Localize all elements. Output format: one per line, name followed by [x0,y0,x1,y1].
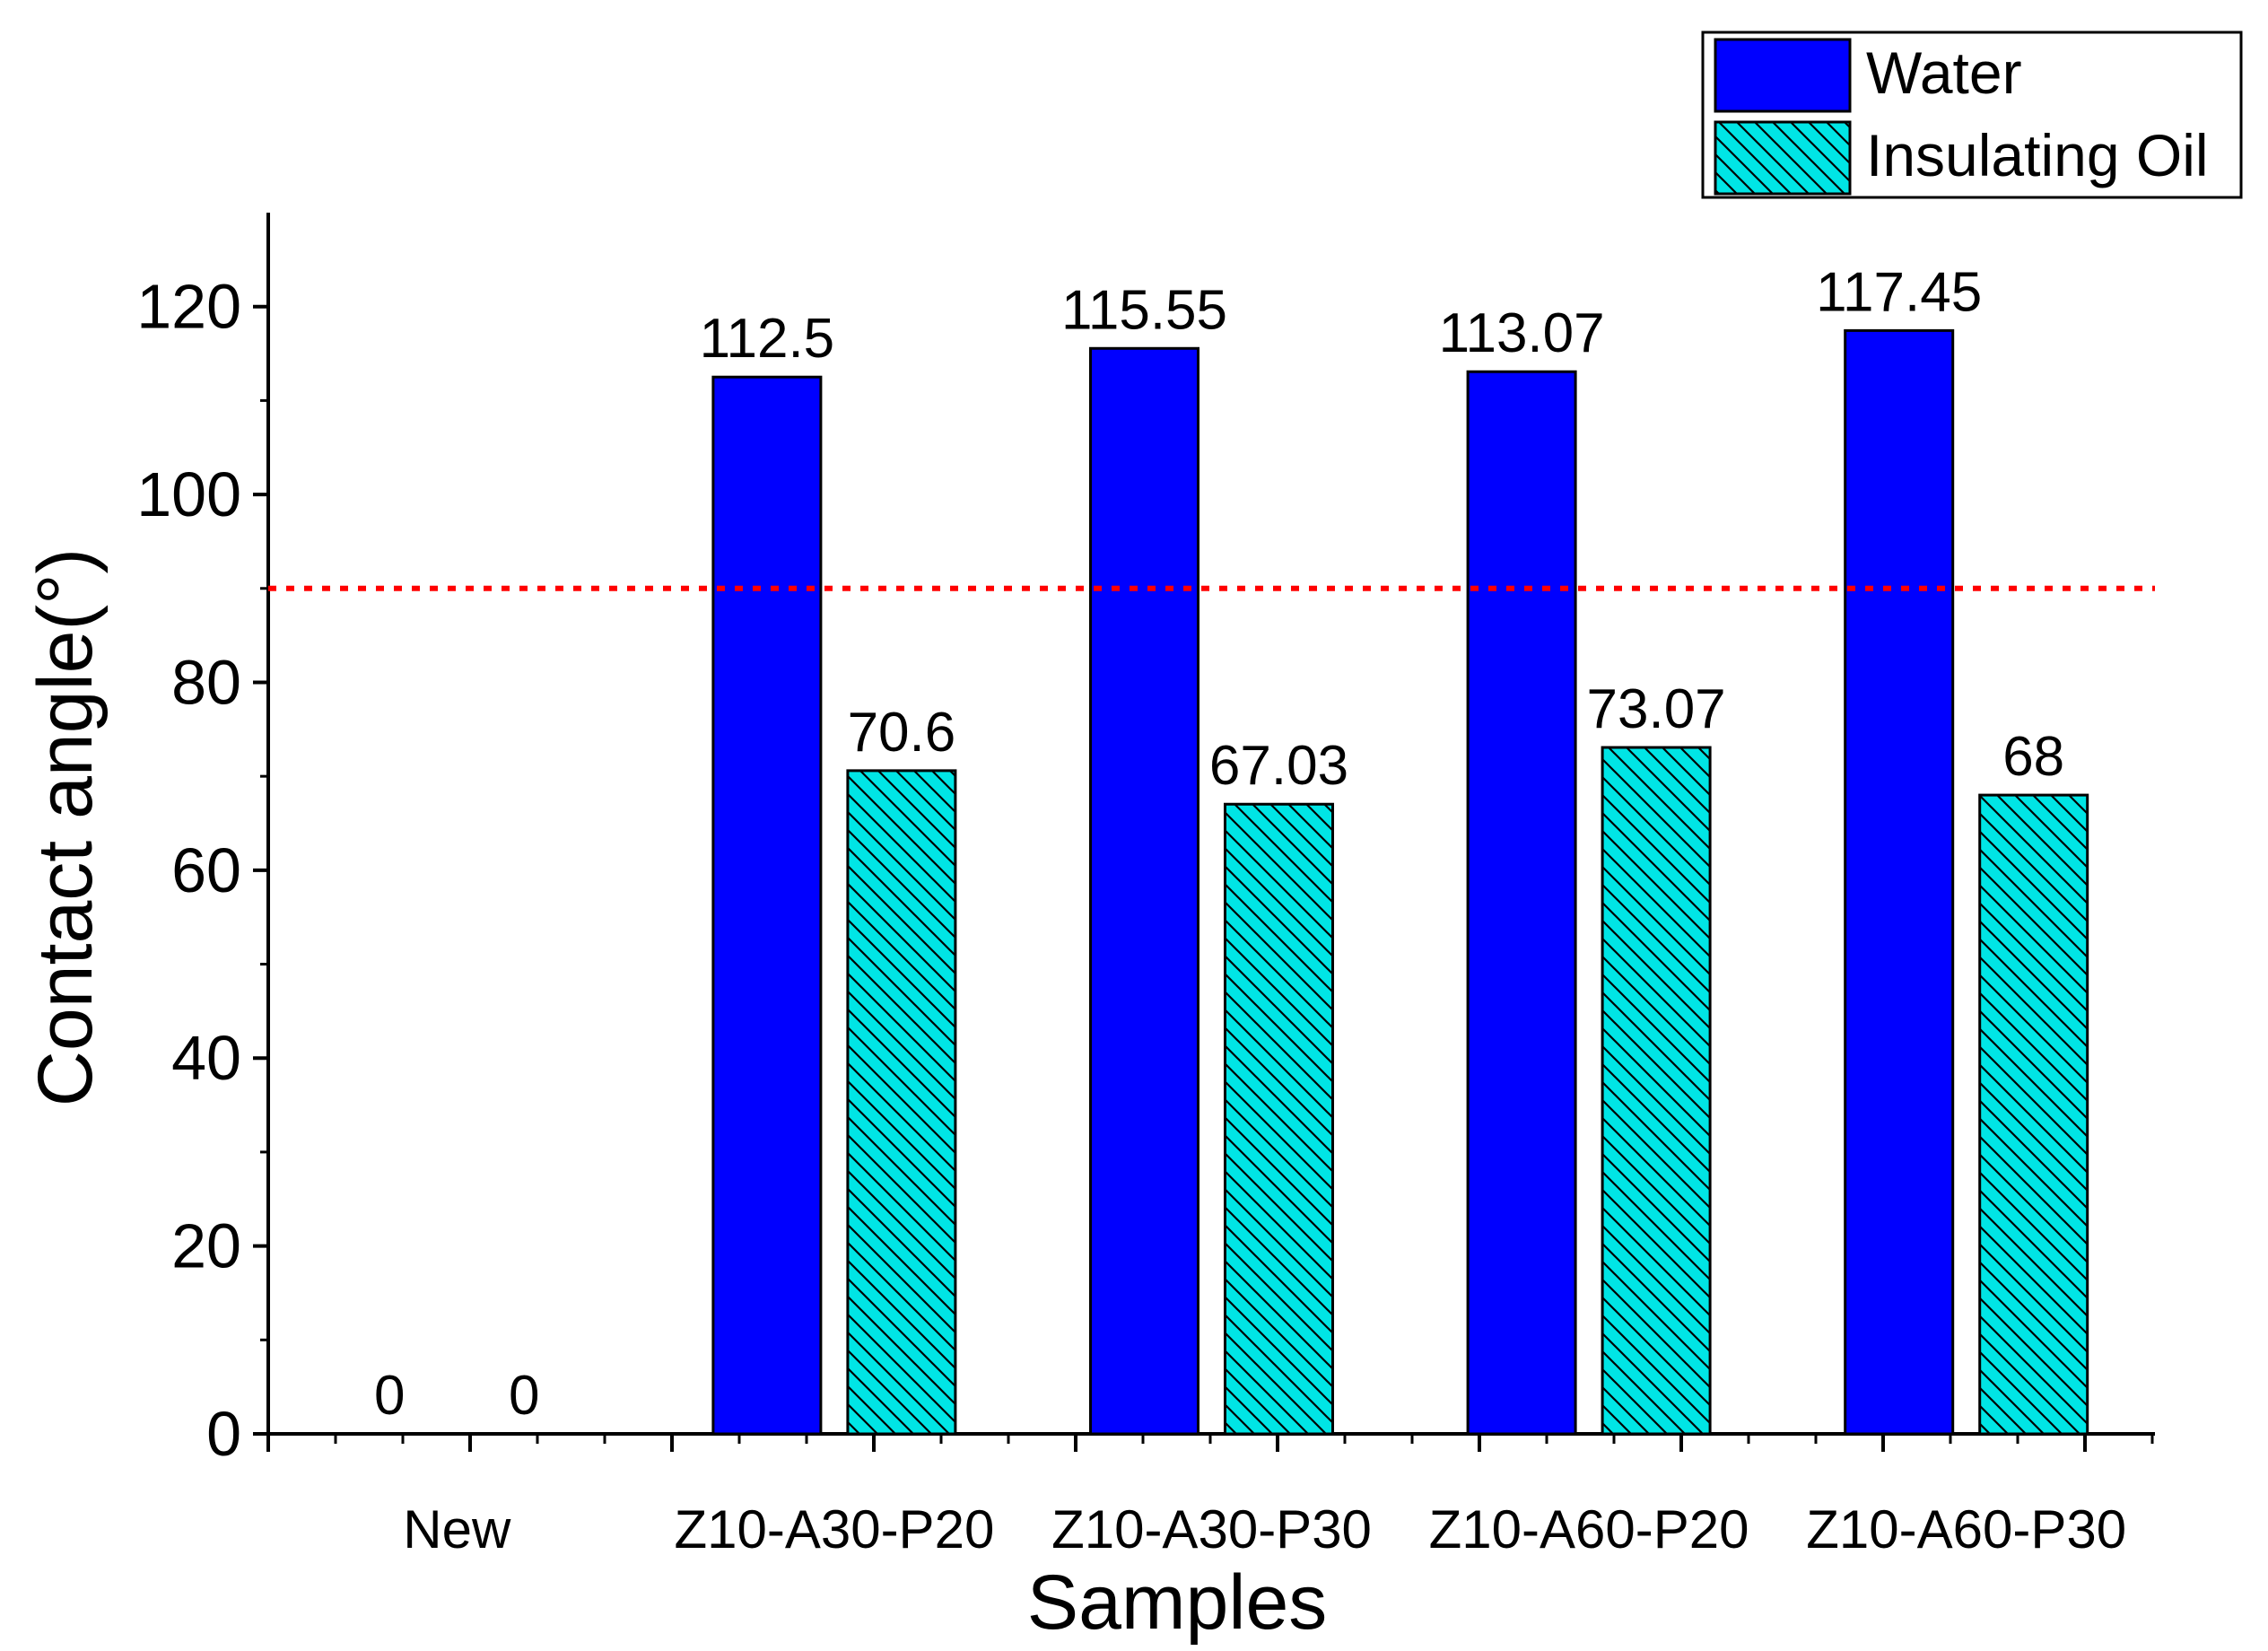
bar-insulating-oil [1224,802,1334,1436]
y-tick-label: 40 [171,1023,241,1093]
y-tick-label: 120 [136,272,241,342]
data-label: 117.45 [1816,261,1982,323]
data-label: 115.55 [1061,279,1227,341]
data-label: 0 [509,1365,539,1427]
y-axis-title: Contact angle(°) [22,548,109,1106]
data-label: 73.07 [1587,678,1726,740]
plot-area: 0 20 40 60 80 100 120 New 0 0 Z10-A30-P20 112.5 70.6… [136,213,2155,1559]
x-tick-label: Z10-A60-P30 [1806,1499,2126,1559]
bar-insulating-oil [1978,793,2089,1436]
x-tick-label: Z10-A30-P30 [1051,1499,1372,1559]
legend-swatch-water [1714,38,1852,113]
y-tick-label: 80 [171,647,241,717]
data-label: 112.5 [700,308,835,370]
legend: Water Insulating Oil [1701,31,2243,199]
legend-label-insulating-oil: Insulating Oil [1866,122,2209,188]
y-tick-label: 100 [136,459,241,529]
x-tick-label: New [403,1499,511,1559]
data-label: 113.07 [1439,302,1605,364]
legend-swatch-insulating-oil [1714,120,1852,196]
bar-water [711,375,823,1436]
x-tick-label: Z10-A30-P20 [674,1499,994,1559]
y-tick-label: 20 [171,1211,241,1281]
x-axis-title: Samples [1027,1559,1328,1646]
bar-water [1089,346,1199,1436]
y-tick-label: 60 [171,835,241,905]
data-label: 70.6 [848,702,956,764]
legend-label-water: Water [1866,39,2022,106]
x-tick-label: Z10-A60-P20 [1429,1499,1749,1559]
data-label: 0 [374,1365,405,1427]
y-tick-label: 0 [206,1399,241,1469]
bar-water [1466,370,1577,1436]
bar-water [1844,328,1955,1436]
bar-insulating-oil [1601,746,1712,1436]
bar-insulating-oil [846,769,957,1436]
data-label: 67.03 [1209,735,1348,797]
data-label: 68 [2002,726,2064,788]
